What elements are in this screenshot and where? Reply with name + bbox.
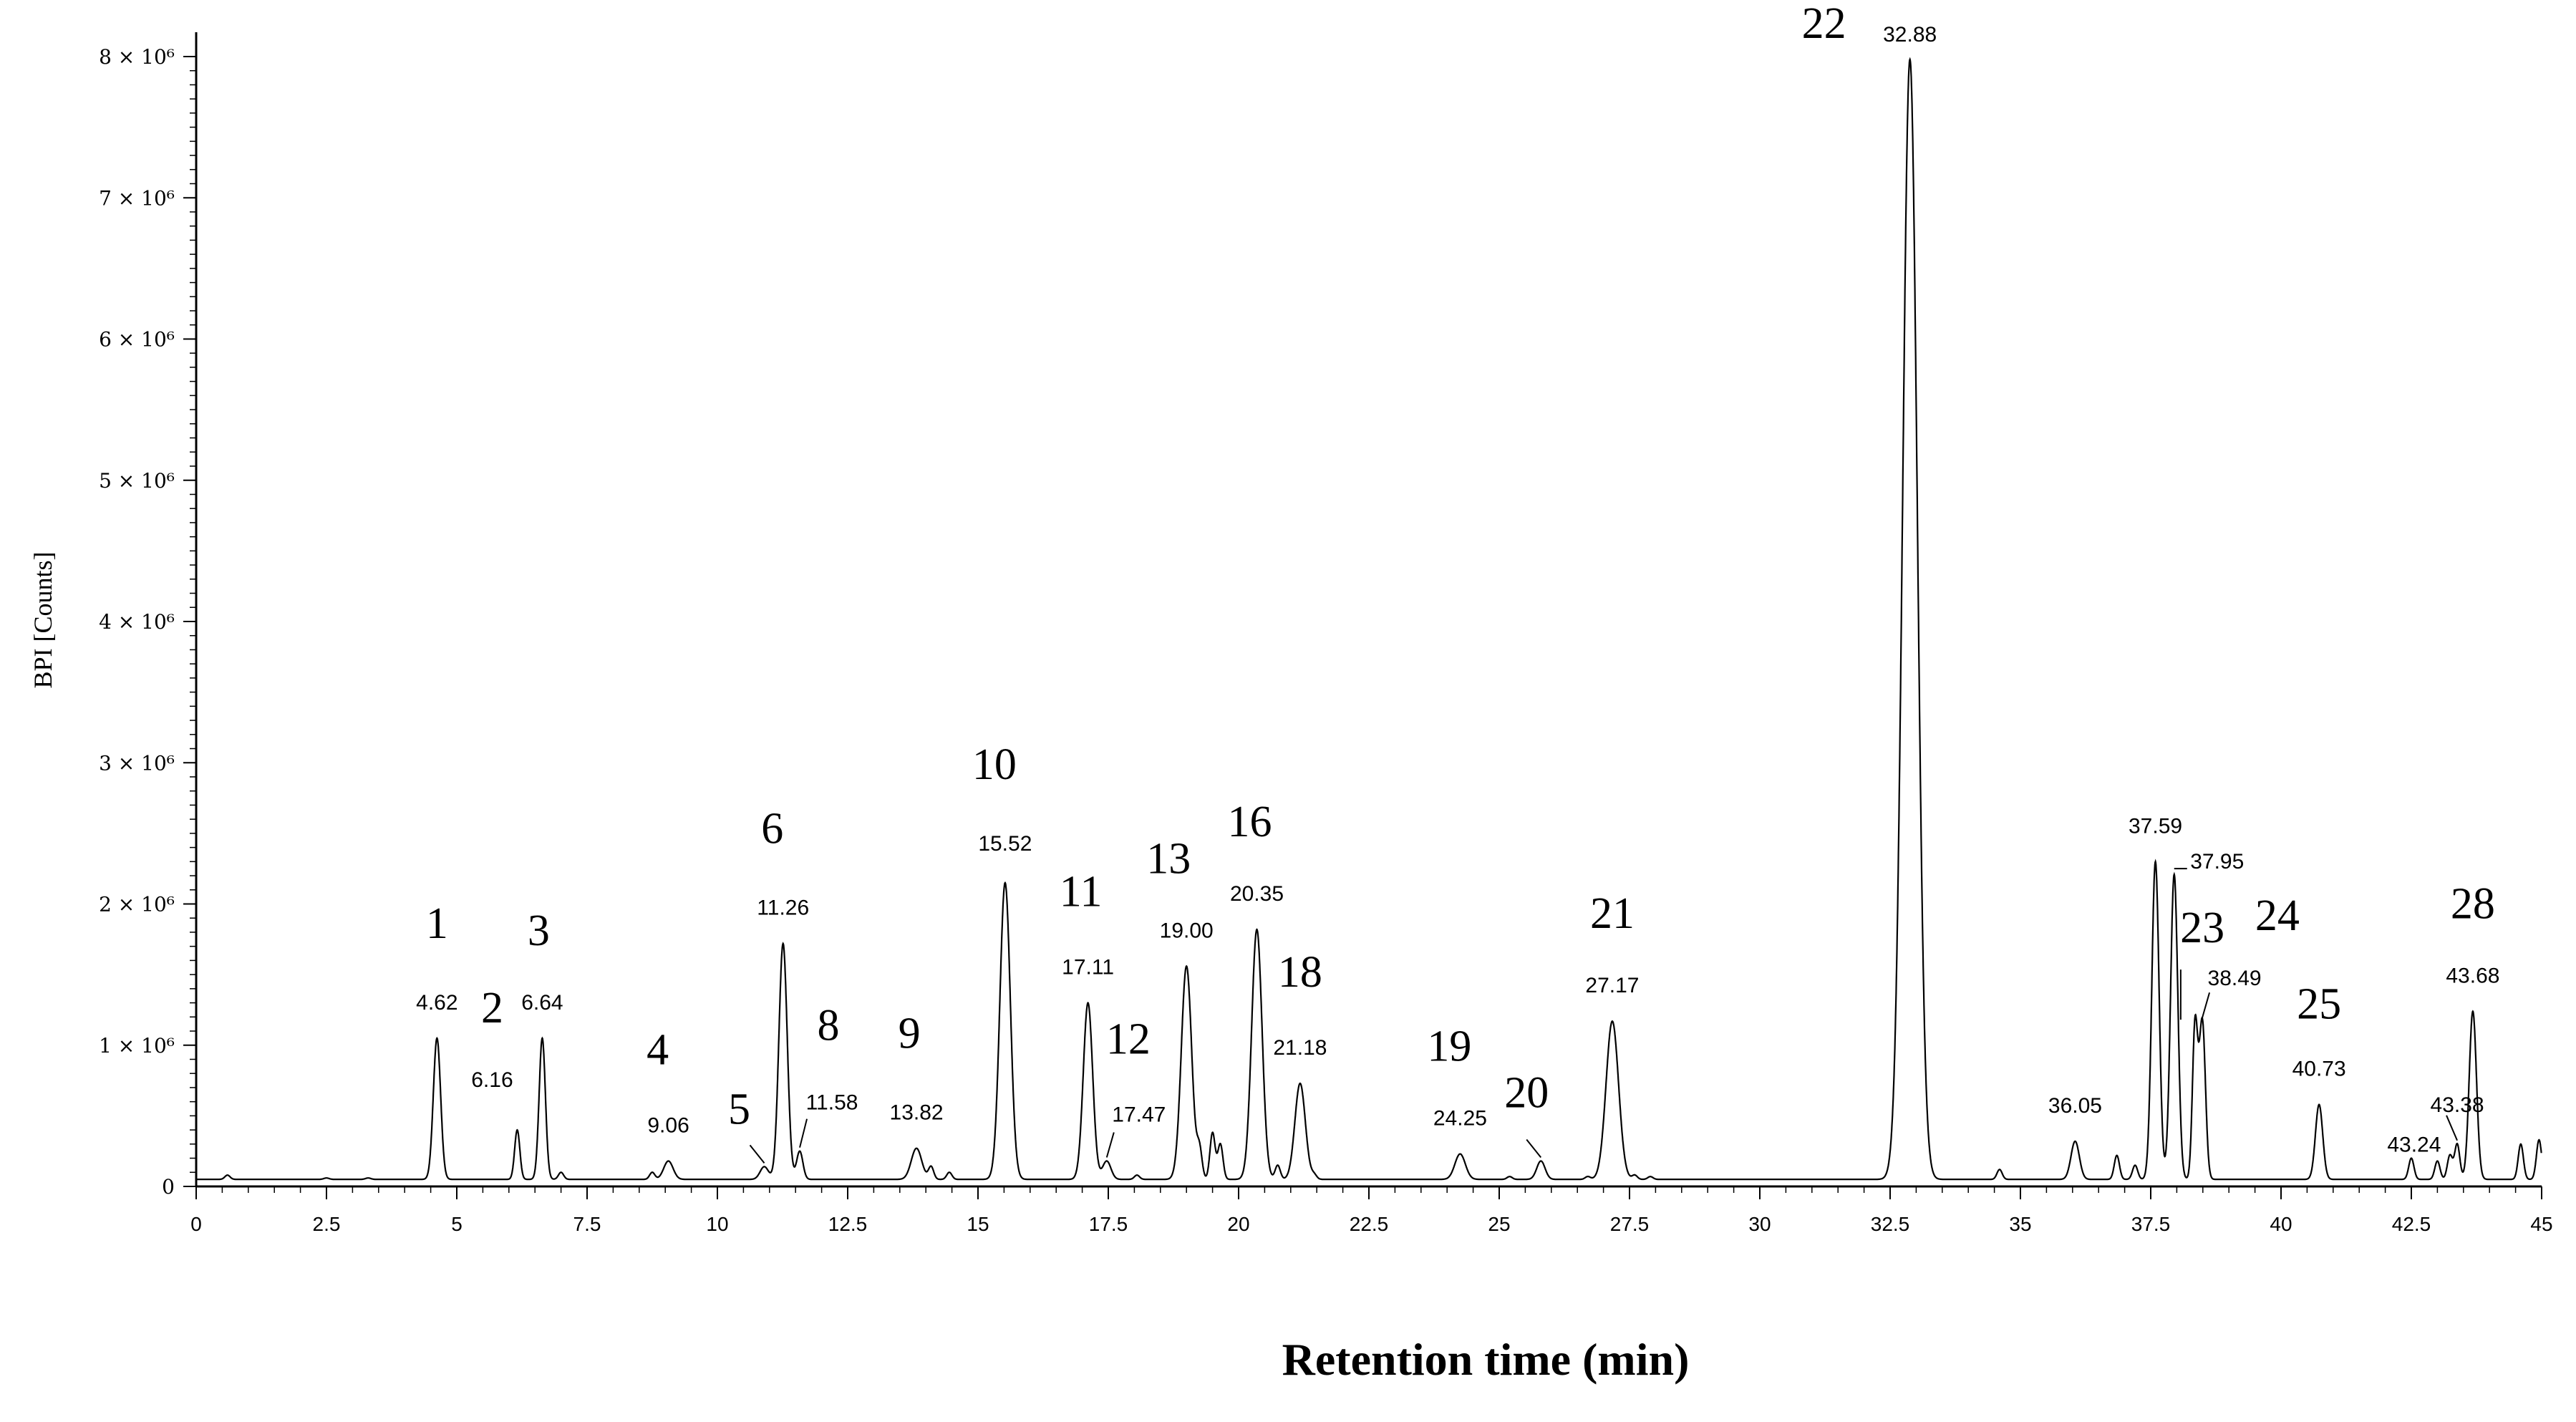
peak-number: 13 (1146, 834, 1191, 883)
peak-number: 18 (1278, 948, 1322, 997)
peak-number: 16 (1227, 798, 1272, 846)
peak-rt-label: 6.64 (521, 991, 563, 1015)
x-tick-label: 5 (451, 1213, 463, 1235)
y-tick-label: 4 × 10⁶ (99, 610, 175, 634)
peak-number: 25 (2297, 980, 2341, 1029)
peak-number: 4 (647, 1025, 669, 1074)
x-tick-label: 45 (2530, 1213, 2552, 1235)
peak-rt-label: 9.06 (647, 1113, 689, 1137)
peak-number: 6 (761, 805, 783, 853)
x-tick-label: 20 (1227, 1213, 1249, 1235)
x-tick-label: 17.5 (1089, 1213, 1128, 1235)
peak-number: 19 (1427, 1022, 1471, 1071)
y-tick-label: 5 × 10⁶ (99, 469, 175, 493)
peak-rt-label: 24.25 (1433, 1107, 1487, 1131)
peak-number: 22 (1802, 0, 1846, 48)
peak-rt-label: 15.52 (978, 832, 1032, 856)
peak-leader-line (749, 1144, 765, 1164)
peak-rt-label: 37.59 (2129, 814, 2182, 838)
peak-rt-label: 17.47 (1112, 1103, 1166, 1126)
y-tick-label: 6 × 10⁶ (99, 328, 175, 352)
peak-rt-label: 4.62 (416, 991, 457, 1015)
x-tick-label: 40 (2270, 1213, 2292, 1235)
y-tick-label: 3 × 10⁶ (99, 751, 175, 775)
peak-rt-label: 13.82 (890, 1101, 944, 1125)
peak-rt-label: 36.05 (2048, 1094, 2102, 1118)
peak-rt-label: 11.58 (806, 1091, 858, 1115)
peak-leader-line (799, 1118, 808, 1148)
peak-labels: 4.62 1 6.16 2 6.64 3 9.06 4 5 11.26 6 11.58 8 13.82 9 1… (416, 0, 2499, 1164)
y-tick-label: 2 × 10⁶ (99, 893, 175, 916)
peak-rt-label: 17.11 (1062, 956, 1114, 980)
x-tick-label: 12.5 (828, 1213, 868, 1235)
peak-number: 5 (728, 1085, 750, 1133)
peak-rt-label: 20.35 (1230, 882, 1284, 906)
peak-number: 28 (2451, 879, 2495, 928)
y-tick-label: 7 × 10⁶ (99, 186, 175, 210)
x-tick-label: 32.5 (1871, 1213, 1910, 1235)
peak-rt-label: 19.00 (1160, 919, 1214, 942)
x-tick-label: 7.5 (573, 1213, 601, 1235)
trace-layer (196, 57, 2542, 1181)
x-tick-label: 30 (1748, 1213, 1771, 1235)
peak-number: 1 (426, 899, 448, 948)
peak-rt-label: 21.18 (1273, 1036, 1327, 1060)
peak-number: 23 (2180, 904, 2224, 952)
y-tick-label: 0 (162, 1175, 175, 1199)
axes: 0 2.5 5 7.5 10 12.5 15 17.5 20 22.5 25 27.5 30 32.5 35… (99, 32, 2553, 1235)
x-tick-label: 15 (967, 1213, 989, 1235)
y-axis-label: BPI [Counts] (29, 551, 57, 688)
peak-number: 3 (528, 906, 550, 955)
peak-number: 24 (2255, 891, 2300, 940)
peak-rt-label: 32.88 (1883, 23, 1937, 47)
peak-number: 21 (1590, 889, 1635, 938)
x-tick-label: 0 (190, 1213, 202, 1235)
peak-rt-label: 37.95 (2190, 850, 2244, 874)
x-tick-label: 22.5 (1350, 1213, 1389, 1235)
peak-rt-label: 6.16 (471, 1068, 513, 1092)
peak-number: 11 (1060, 868, 1103, 916)
peak-number: 10 (972, 740, 1017, 789)
peak-leader-line (2446, 1115, 2458, 1141)
peak-leader-line (1526, 1138, 1542, 1159)
peak-number: 9 (899, 1010, 921, 1058)
x-tick-label: 25 (1488, 1213, 1510, 1235)
y-tick-label: 1 × 10⁶ (99, 1034, 175, 1058)
peak-number: 12 (1106, 1015, 1151, 1063)
x-tick-label: 27.5 (1610, 1213, 1650, 1235)
x-tick-label: 42.5 (2392, 1213, 2431, 1235)
peak-rt-label: 38.49 (2208, 967, 2262, 990)
peak-number: 8 (818, 1002, 840, 1050)
peak-rt-label: 27.17 (1585, 974, 1639, 997)
bpi-trace (196, 57, 2542, 1181)
x-tick-label: 2.5 (313, 1213, 341, 1235)
peak-leader-line (2202, 992, 2211, 1018)
peak-number: 20 (1504, 1068, 1549, 1117)
peak-rt-label: 43.38 (2431, 1093, 2484, 1117)
peak-rt-label: 11.26 (757, 896, 809, 920)
y-tick-label: 8 × 10⁶ (99, 45, 175, 69)
x-axis-label: Retention time (min) (1282, 1334, 1690, 1385)
x-tick-label: 37.5 (2131, 1213, 2171, 1235)
x-tick-label: 10 (706, 1213, 728, 1235)
peak-rt-label: 43.68 (2446, 964, 2499, 987)
x-tick-label: 35 (2009, 1213, 2031, 1235)
peak-rt-label: 40.73 (2292, 1058, 2346, 1081)
peak-rt-label: 43.24 (2387, 1133, 2441, 1157)
peak-number: 2 (481, 984, 503, 1032)
peak-leader-line (1105, 1132, 1115, 1158)
